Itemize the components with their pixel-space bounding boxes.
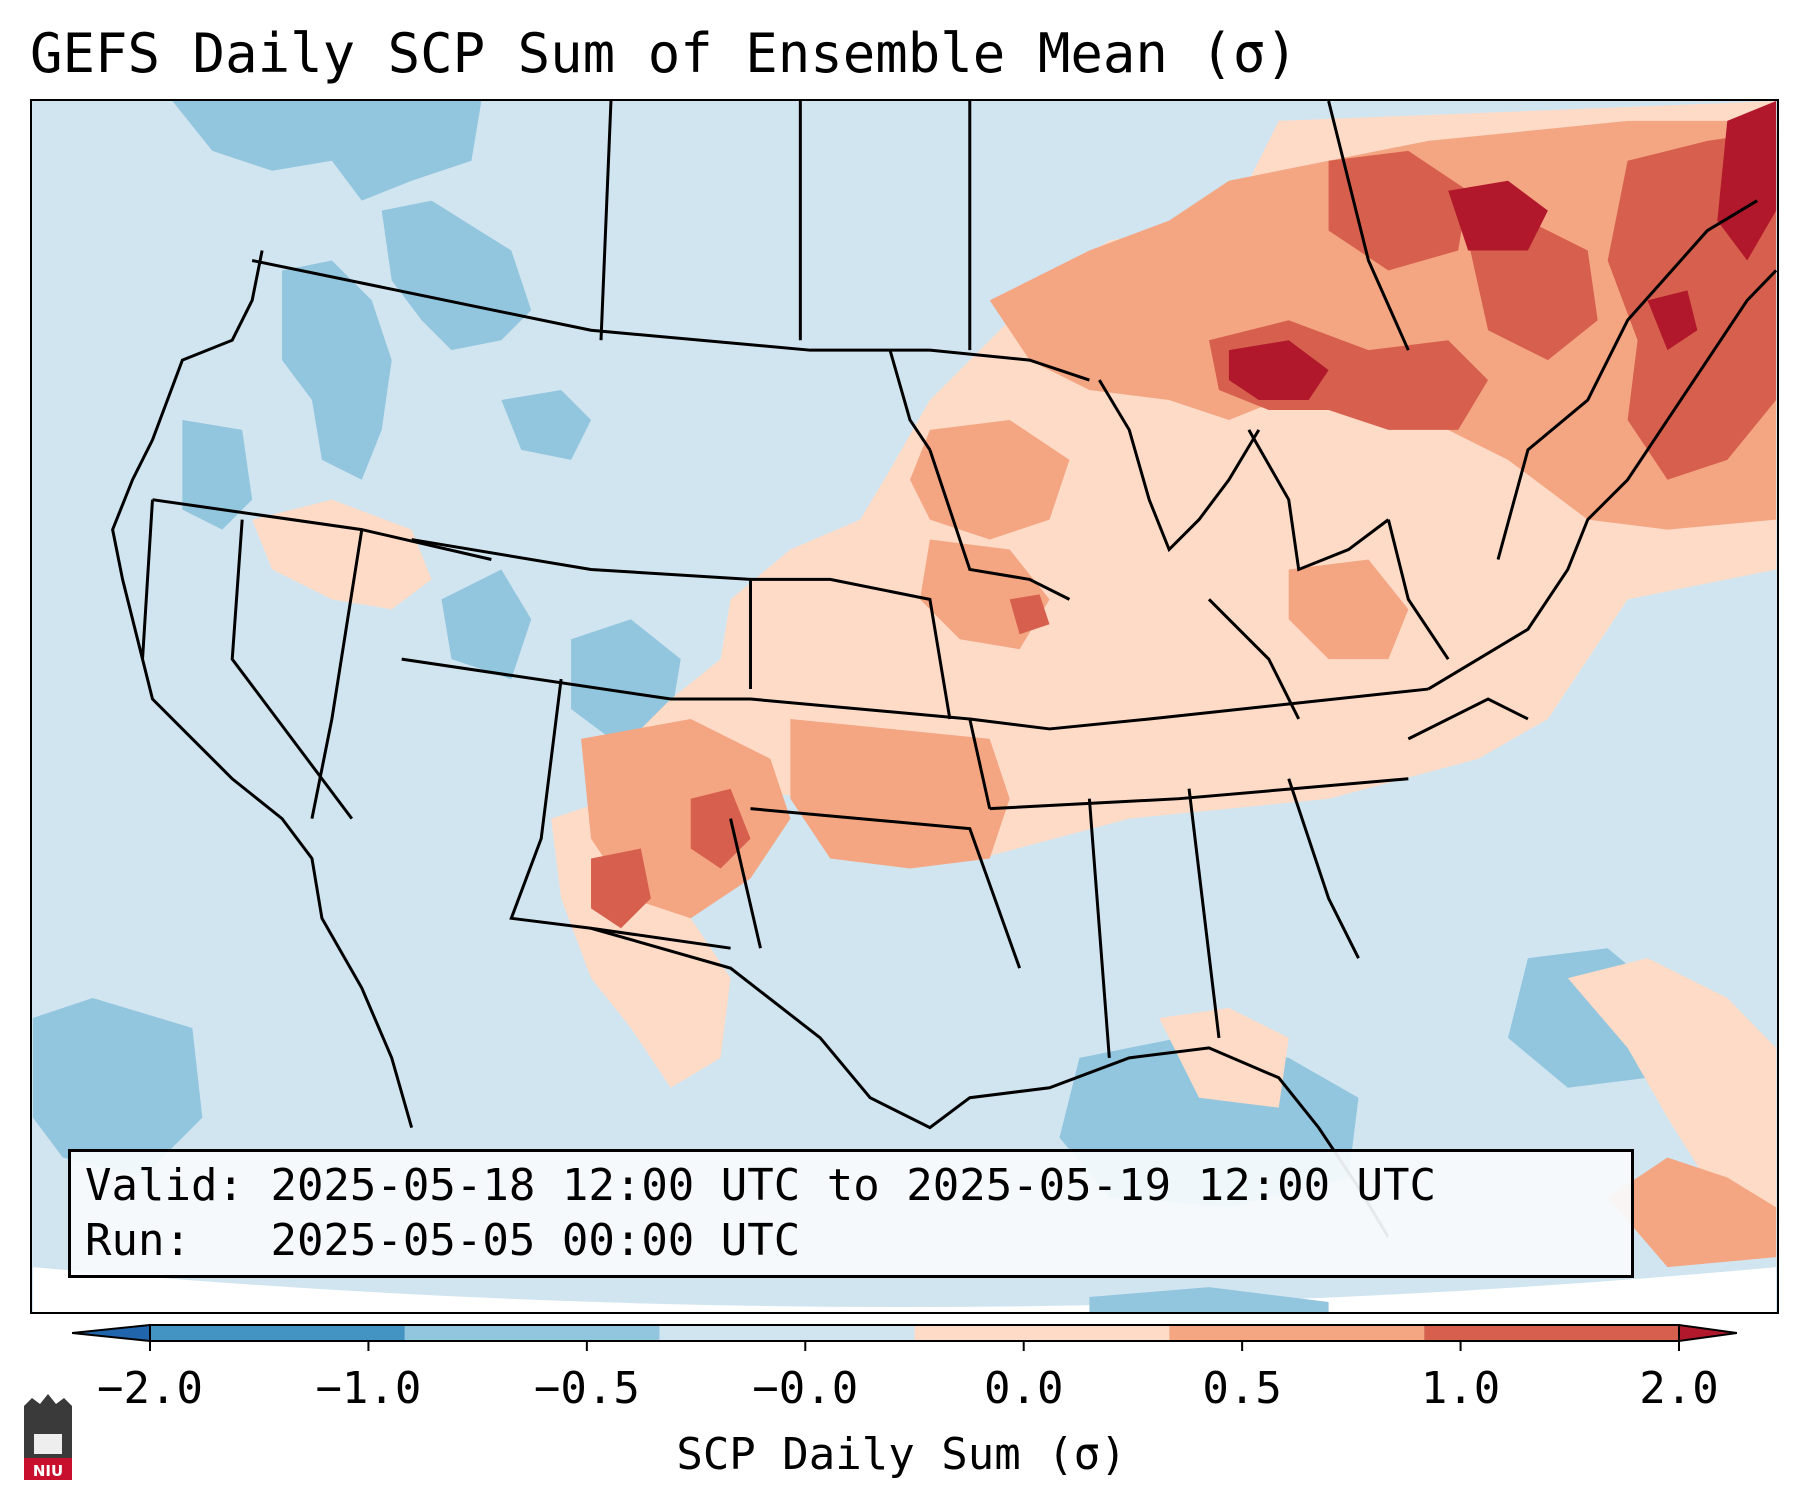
- valid-time: 2025-05-18 12:00 UTC to 2025-05-19 12:00…: [270, 1160, 1437, 1211]
- colorbar-tick-label: 0.0: [984, 1363, 1063, 1414]
- colorbar-segment: [914, 1325, 1170, 1341]
- colorbar-segment: [1169, 1325, 1425, 1341]
- colorbar-segment: [150, 1325, 405, 1341]
- colorbar-over-extension: [1678, 1323, 1737, 1343]
- page-title: GEFS Daily SCP Sum of Ensemble Mean (σ): [30, 22, 1298, 85]
- run-time: 2025-05-05 00:00 UTC: [270, 1215, 801, 1266]
- map-outlines: [111, 101, 1777, 1239]
- positive-anomaly-extreme: [1228, 101, 1777, 401]
- colorbar-tick-label: −0.0: [752, 1363, 858, 1414]
- positive-anomaly-medium: [581, 120, 1777, 1268]
- colorbar-tick-label: −0.5: [534, 1363, 640, 1414]
- colorbar-label: SCP Daily Sum (σ): [676, 1429, 1127, 1480]
- colorbar-frame: [149, 1324, 1680, 1342]
- colorbar-segment: [1424, 1325, 1679, 1341]
- validity-info-box: Valid: 2025-05-18 12:00 UTC to 2025-05-1…: [68, 1149, 1634, 1278]
- map-panel: [30, 99, 1779, 1314]
- colorbar-segment: [659, 1325, 915, 1341]
- colorbar-tick-label: 2.0: [1639, 1363, 1718, 1414]
- scp-map: [32, 101, 1777, 1312]
- run-label: Run:: [85, 1215, 191, 1266]
- colorbar-tick-label: 0.5: [1202, 1363, 1281, 1414]
- niu-logo-graphic: NIU: [24, 1394, 72, 1480]
- colorbar-tick-label: −2.0: [97, 1363, 203, 1414]
- colorbar-segment: [404, 1325, 660, 1341]
- valid-label: Valid:: [85, 1160, 244, 1211]
- colorbar-tick-label: −1.0: [315, 1363, 421, 1414]
- niu-logo: NIU: [18, 1390, 78, 1490]
- colorbar-under-extension: [72, 1323, 151, 1343]
- colorbar-graphic: −2.0 −1.0 −0.5 −0.0 0.0 0.5 1.0 2.0: [72, 1323, 1737, 1414]
- colorbar: −2.0 −1.0 −0.5 −0.0 0.0 0.5 1.0 2.0: [72, 1319, 1737, 1463]
- colorbar-tick-label: 1.0: [1421, 1363, 1500, 1414]
- svg-text:NIU: NIU: [33, 1462, 63, 1480]
